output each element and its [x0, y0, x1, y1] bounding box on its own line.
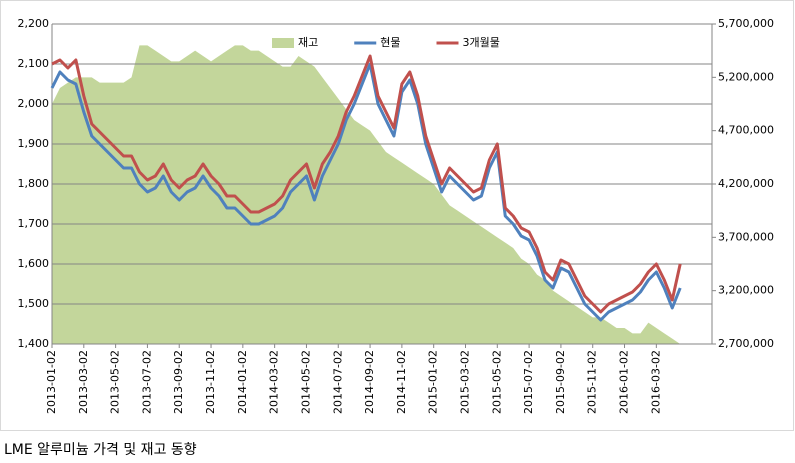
- x-tick-label: 2015-03-02: [458, 350, 471, 414]
- y-tick-label: 1,500: [18, 297, 50, 310]
- y-tick-label: 1,400: [18, 337, 50, 350]
- y2-tick-label: 4,200,000: [718, 177, 774, 190]
- y-tick-label: 1,600: [18, 257, 50, 270]
- legend-label: 현물: [380, 36, 400, 49]
- y2-tick-label: 3,700,000: [718, 230, 774, 243]
- legend-label: 3개월물: [463, 36, 500, 49]
- x-tick-label: 2013-03-02: [77, 350, 90, 414]
- x-tick-label: 2013-01-02: [45, 350, 58, 414]
- y2-tick-label: 5,200,000: [718, 70, 774, 83]
- price-line: [51, 54, 682, 314]
- y-tick-label: 1,900: [18, 137, 50, 150]
- x-tick-label: 2013-05-02: [109, 350, 122, 414]
- x-tick-label: 2014-07-02: [331, 350, 344, 414]
- y2-tick-label: 3,200,000: [718, 284, 774, 297]
- x-tick-label: 2015-07-02: [522, 350, 535, 414]
- x-tick-label: 2016-03-02: [649, 350, 662, 414]
- legend-label: 재고: [298, 36, 318, 49]
- x-tick-label: 2015-01-02: [427, 350, 440, 414]
- y-tick-label: 2,100: [18, 57, 50, 70]
- x-tick-label: 2014-09-02: [363, 350, 376, 414]
- legend-swatch: [272, 38, 294, 48]
- y2-tick-label: 2,700,000: [718, 337, 774, 350]
- x-tick-label: 2013-09-02: [172, 350, 185, 414]
- stock-area: [52, 45, 712, 344]
- y-tick-label: 1,800: [18, 177, 50, 190]
- x-tick-label: 2013-11-02: [204, 350, 217, 414]
- y2-tick-label: 5,700,000: [718, 17, 774, 30]
- y-tick-label: 2,000: [18, 97, 50, 110]
- y-tick-label: 1,700: [18, 217, 50, 230]
- x-tick-label: 2014-01-02: [236, 350, 249, 414]
- x-tick-label: 2015-09-02: [554, 350, 567, 414]
- x-tick-label: 2016-01-02: [618, 350, 631, 414]
- x-tick-label: 2013-07-02: [140, 350, 153, 414]
- x-tick-label: 2015-05-02: [490, 350, 503, 414]
- y2-tick-label: 4,700,000: [718, 124, 774, 137]
- price-line: [50, 62, 682, 322]
- caption: LME 알루미늄 가격 및 재고 동향: [4, 442, 197, 458]
- x-tick-label: 2014-11-02: [395, 350, 408, 414]
- x-tick-label: 2014-05-02: [299, 350, 312, 414]
- x-tick-label: 2015-11-02: [586, 350, 599, 414]
- y-tick-label: 2,200: [18, 17, 50, 30]
- x-tick-label: 2014-03-02: [268, 350, 281, 414]
